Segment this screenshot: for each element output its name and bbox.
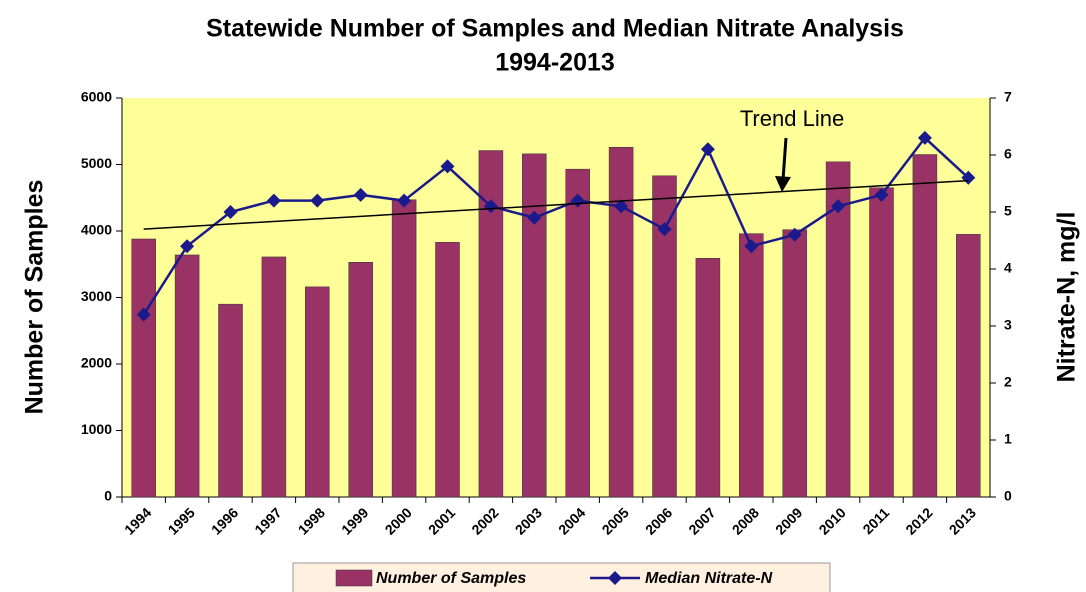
bar	[739, 233, 764, 498]
y-axis-label: Number of Samples	[21, 180, 49, 415]
y2-tick-label: 7	[1004, 89, 1012, 105]
y2-tick-label: 2	[1004, 374, 1012, 390]
bar	[435, 242, 460, 498]
legend-marker	[608, 571, 622, 585]
x-tick-label: 1998	[295, 504, 328, 537]
marker	[700, 142, 715, 157]
y-tick-label: 2000	[81, 355, 112, 371]
chart-subtitle: 1994-2013	[495, 49, 615, 77]
line	[142, 136, 970, 316]
y2-axis-label: Nitrate-N, mg/l	[1053, 212, 1081, 383]
x-tick-label: 1996	[208, 504, 241, 537]
bar	[912, 154, 938, 498]
bar	[305, 286, 330, 498]
marker	[353, 187, 368, 202]
bar	[869, 187, 894, 498]
bar	[261, 256, 287, 498]
chart-title: Statewide Number of Samples and Median N…	[206, 15, 904, 43]
y2-tick-label: 1	[1004, 431, 1012, 447]
marker	[614, 199, 629, 214]
x-tick-label: 2004	[555, 504, 588, 537]
y2-tick-label: 5	[1004, 203, 1012, 219]
y-tick-label: 6000	[81, 89, 112, 105]
x-tick-label: 2012	[902, 504, 935, 537]
x-tick-label: 2001	[425, 504, 458, 537]
marker	[310, 193, 325, 208]
trend-arrow	[781, 137, 788, 181]
marker	[787, 227, 802, 242]
bar	[218, 303, 243, 498]
bar	[174, 254, 200, 498]
x-tick-label: 1999	[338, 504, 371, 537]
plot-area	[122, 98, 990, 497]
x-tick-label: 2011	[859, 504, 892, 537]
marker	[917, 130, 932, 145]
y-tick-label: 5000	[81, 155, 112, 171]
bar	[348, 262, 373, 498]
x-tick-label: 1995	[164, 504, 197, 537]
bar	[131, 238, 156, 498]
trend-arrowhead	[775, 176, 791, 192]
y-tick-label: 4000	[81, 222, 112, 238]
x-tick-label: 2003	[512, 504, 545, 537]
marker	[180, 239, 195, 254]
y2-tick-label: 6	[1004, 146, 1012, 162]
x-tick-label: 2005	[598, 504, 631, 537]
marker	[266, 193, 281, 208]
marker	[483, 199, 498, 214]
x-tick-label: 2013	[946, 504, 979, 537]
marker	[223, 205, 238, 219]
bar	[695, 258, 721, 498]
marker	[831, 199, 846, 214]
bar	[825, 161, 851, 498]
marker	[397, 193, 412, 208]
x-tick-label: 2009	[772, 504, 805, 537]
marker	[527, 210, 542, 225]
x-tick-label: 2006	[642, 504, 675, 537]
y-tick-label: 0	[104, 488, 112, 504]
bar	[565, 168, 590, 498]
marker	[744, 239, 759, 254]
x-tick-label: 1994	[121, 504, 154, 537]
trend-line	[143, 179, 969, 230]
legend-label: Median Nitrate-N	[645, 570, 773, 587]
bar	[782, 229, 807, 498]
y2-tick-label: 3	[1004, 317, 1012, 333]
marker	[136, 307, 151, 322]
marker	[874, 187, 889, 202]
x-tick-label: 1997	[251, 504, 284, 537]
y2-tick-label: 0	[1004, 488, 1012, 504]
y-tick-label: 1000	[81, 421, 112, 437]
trend-label: Trend Line	[740, 106, 844, 131]
legend-label: Number of Samples	[376, 570, 526, 587]
y2-tick-label: 4	[1004, 260, 1012, 276]
marker	[440, 159, 455, 174]
x-tick-label: 2007	[685, 504, 718, 537]
x-tick-label: 2008	[729, 504, 762, 537]
bar	[956, 234, 981, 498]
x-tick-label: 2000	[381, 504, 414, 537]
x-tick-label: 2002	[468, 504, 501, 537]
x-tick-label: 2010	[815, 504, 848, 537]
bar	[391, 199, 417, 498]
legend-box	[292, 562, 831, 592]
legend-swatch	[335, 569, 373, 587]
marker	[657, 222, 672, 237]
y-tick-label: 3000	[81, 288, 112, 304]
